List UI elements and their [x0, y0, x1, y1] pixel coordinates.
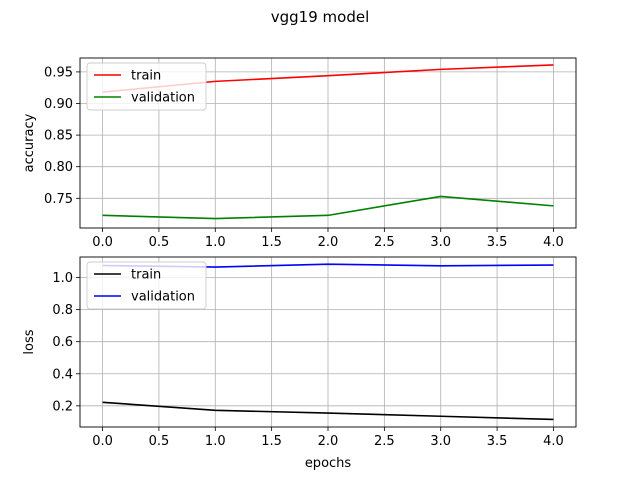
accuracy-xtick-label: 4.0	[543, 235, 564, 250]
loss-legend: train validation	[86, 261, 207, 310]
loss-xtick-label: 3.0	[430, 434, 451, 449]
accuracy-ylabel: accuracy	[22, 113, 37, 172]
loss-xtick-label: 1.0	[205, 434, 226, 449]
loss-xtick-label: 0.0	[92, 434, 113, 449]
loss-train-line	[102, 401, 554, 421]
accuracy-ytick-label: 0.90	[44, 97, 73, 112]
loss-xtick-label: 1.5	[261, 434, 282, 449]
accuracy-ytick-label: 0.75	[44, 192, 73, 207]
loss-xtick-label: 3.5	[487, 434, 508, 449]
accuracy-ytick-label: 0.95	[44, 65, 73, 80]
loss-ytick-label: 0.4	[52, 367, 73, 382]
loss-legend-validation-label: validation	[131, 290, 195, 305]
loss-panel: 0.0 0.5 1.0 1.5 2.0 2.5 3.0 3.5 4.0 0.2 0.4 0.6 0.8 1…	[22, 256, 577, 471]
loss-xtick-label: 4.0	[543, 434, 564, 449]
accuracy-xtick-label: 0.0	[92, 235, 113, 250]
loss-ylabel: loss	[22, 329, 37, 354]
accuracy-xtick-label: 3.5	[487, 235, 508, 250]
loss-ytick-label: 1.0	[52, 271, 73, 286]
accuracy-xtick-label: 0.5	[149, 235, 170, 250]
accuracy-xtick-label: 2.0	[318, 235, 339, 250]
accuracy-ytick-label: 0.80	[44, 160, 73, 175]
accuracy-xtick-label: 2.5	[374, 235, 395, 250]
accuracy-legend: train validation	[86, 62, 207, 111]
accuracy-panel: 0.0 0.5 1.0 1.5 2.0 2.5 3.0 3.5 4.0 0.75 0.80 0.85 0…	[22, 57, 577, 250]
accuracy-legend-validation-label: validation	[131, 91, 195, 106]
loss-ytick-label: 0.8	[52, 303, 73, 318]
loss-legend-train-label: train	[131, 268, 161, 283]
accuracy-legend-train-label: train	[131, 69, 161, 84]
accuracy-xtick-label: 3.0	[430, 235, 451, 250]
loss-xlabel: epochs	[305, 456, 352, 471]
loss-xtick-label: 0.5	[149, 434, 170, 449]
figure-title: vgg19 model	[271, 8, 369, 26]
loss-xtick-label: 2.5	[374, 434, 395, 449]
accuracy-ytick-label: 0.85	[44, 129, 73, 144]
accuracy-validation-line	[102, 195, 554, 220]
loss-xtick-label: 2.0	[318, 434, 339, 449]
accuracy-xtick-label: 1.0	[205, 235, 226, 250]
loss-ytick-label: 0.2	[52, 399, 73, 414]
accuracy-xtick-label: 1.5	[261, 235, 282, 250]
loss-ytick-label: 0.6	[52, 335, 73, 350]
